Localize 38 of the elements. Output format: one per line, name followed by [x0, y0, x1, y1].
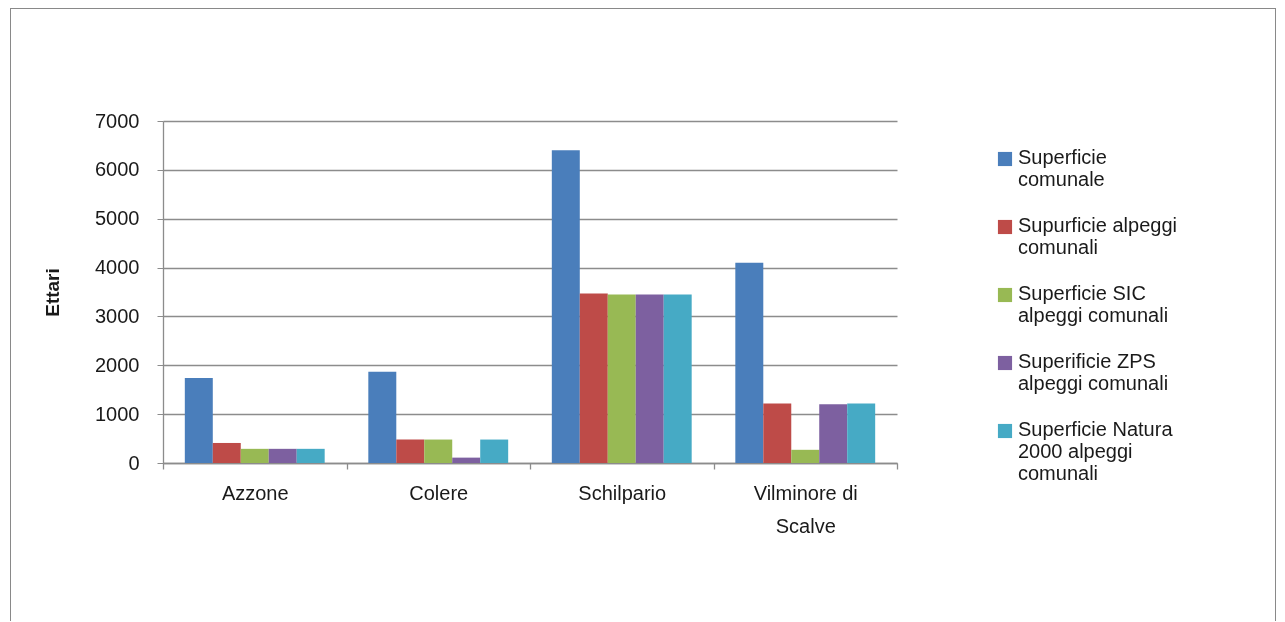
legend-label: Superficie Natura 2000 alpeggi comunali: [1018, 418, 1174, 484]
bar: [551, 150, 580, 463]
bar: [791, 449, 820, 463]
y-tick-label: 0: [128, 451, 140, 474]
legend-label: Superificie ZPS alpeggi comunali: [1018, 350, 1169, 394]
bar: [424, 439, 453, 463]
legend-label: Superficie SIC alpeggi comunali: [1018, 282, 1169, 326]
legend-label: Superficie comunale: [1018, 146, 1107, 190]
bar: [579, 293, 608, 463]
bar: [607, 294, 636, 463]
y-tick-label: 4000: [95, 256, 140, 279]
x-tick-label: Schilpario: [578, 481, 667, 504]
legend-label: Supurficie alpeggi comunali: [1018, 214, 1177, 258]
bar: [452, 457, 481, 463]
y-tick-label: 5000: [95, 207, 140, 230]
bar: [663, 294, 692, 463]
x-tick-label: Azzone: [221, 481, 289, 504]
y-tick-label: 2000: [95, 353, 140, 376]
y-tick-label: 7000: [95, 109, 140, 132]
x-tick-label: Vilminore di Scalve: [753, 481, 858, 537]
y-tick-label: 6000: [95, 158, 140, 181]
y-tick-label: 1000: [95, 402, 140, 425]
bar: [480, 439, 509, 463]
bar: [184, 377, 213, 463]
bar: [819, 404, 848, 463]
bar: [847, 403, 876, 463]
y-tick-label: 3000: [95, 304, 140, 327]
bar: [268, 448, 297, 463]
bar: [635, 294, 664, 463]
bar: [735, 262, 764, 463]
bar: [296, 448, 325, 463]
bar: [763, 403, 792, 463]
bar: [240, 448, 269, 463]
bar: [396, 439, 425, 463]
y-axis-title: Ettari: [42, 268, 64, 317]
x-tick-label: Colere: [409, 481, 469, 504]
bar: [212, 442, 241, 463]
bar: [368, 371, 397, 463]
